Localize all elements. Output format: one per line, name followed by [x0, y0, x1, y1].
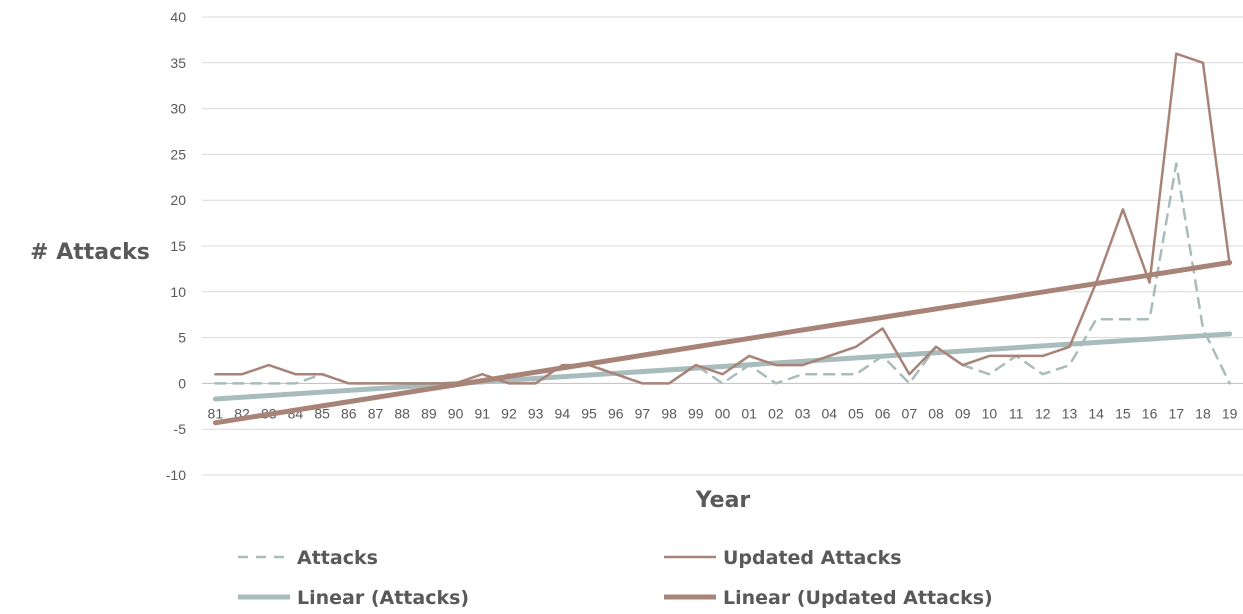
- x-tick-label: 00: [715, 405, 731, 421]
- y-tick-label: 25: [170, 146, 186, 162]
- x-tick-label: 18: [1195, 405, 1211, 421]
- x-tick-label: 17: [1168, 405, 1184, 421]
- series-layer: [212, 52, 1233, 426]
- x-tick-label: 01: [741, 405, 757, 421]
- x-tick-label: 07: [902, 405, 918, 421]
- x-tick-label: 81: [208, 405, 224, 421]
- x-tick-label: 93: [528, 405, 544, 421]
- legend-label-attacks: Attacks: [297, 547, 378, 569]
- x-axis-tick-labels: 81 82 83 84 85 86 87 88 89 90 91 92 93 94 95 96 97 98 99 00…: [208, 405, 1238, 421]
- x-axis-title: Year: [695, 488, 751, 513]
- x-tick-label: 10: [982, 405, 998, 421]
- x-tick-label: 08: [928, 405, 944, 421]
- y-tick-label: 5: [178, 330, 186, 346]
- y-tick-label: 40: [170, 9, 186, 25]
- x-tick-label: 89: [421, 405, 437, 421]
- x-tick-label: 99: [688, 405, 704, 421]
- series-line-linear-updated-attacks: [212, 259, 1233, 426]
- y-tick-label: 10: [170, 284, 186, 300]
- x-tick-label: 88: [394, 405, 410, 421]
- x-tick-label: 86: [341, 405, 357, 421]
- legend: Attacks Updated Attacks Linear (Attacks) Li…: [238, 547, 993, 609]
- x-tick-label: 05: [848, 405, 864, 421]
- x-tick-label: 13: [1062, 405, 1078, 421]
- x-tick-label: 95: [581, 405, 597, 421]
- legend-label-updated-attacks: Updated Attacks: [723, 547, 902, 569]
- x-tick-label: 12: [1035, 405, 1051, 421]
- x-tick-label: 03: [795, 405, 811, 421]
- x-tick-label: 06: [875, 405, 891, 421]
- x-tick-label: 04: [821, 405, 837, 421]
- x-tick-label: 98: [661, 405, 677, 421]
- x-tick-label: 85: [314, 405, 330, 421]
- x-tick-label: 90: [448, 405, 464, 421]
- y-axis-title: # Attacks: [30, 240, 150, 265]
- y-tick-label: 15: [170, 238, 186, 254]
- x-tick-label: 15: [1115, 405, 1131, 421]
- y-tick-label: -5: [174, 421, 187, 437]
- x-tick-label: 09: [955, 405, 971, 421]
- x-tick-label: 94: [555, 405, 571, 421]
- gridlines: [202, 16, 1243, 476]
- x-tick-label: 87: [368, 405, 384, 421]
- x-tick-label: 96: [608, 405, 624, 421]
- y-tick-label: -10: [166, 467, 186, 483]
- y-tick-label: 35: [170, 55, 186, 71]
- series-line-updated-attacks: [214, 52, 1231, 385]
- y-tick-label: 20: [170, 192, 186, 208]
- series-line-linear-attacks: [212, 331, 1233, 402]
- y-tick-label: 0: [178, 375, 186, 391]
- x-tick-label: 97: [635, 405, 651, 421]
- x-tick-label: 19: [1222, 405, 1238, 421]
- x-tick-label: 02: [768, 405, 784, 421]
- legend-label-linear-attacks: Linear (Attacks): [297, 587, 469, 609]
- series-line-attacks: [214, 162, 1231, 385]
- y-tick-label: 30: [170, 101, 186, 117]
- legend-label-linear-updated-attacks: Linear (Updated Attacks): [723, 587, 993, 609]
- x-tick-label: 92: [501, 405, 517, 421]
- x-tick-label: 14: [1088, 405, 1104, 421]
- x-tick-label: 91: [474, 405, 490, 421]
- x-tick-label: 11: [1009, 405, 1024, 421]
- x-tick-label: 16: [1142, 405, 1158, 421]
- y-axis-tick-labels: 40 35 30 25 20 15 10 5 0 -5 -10: [166, 9, 186, 483]
